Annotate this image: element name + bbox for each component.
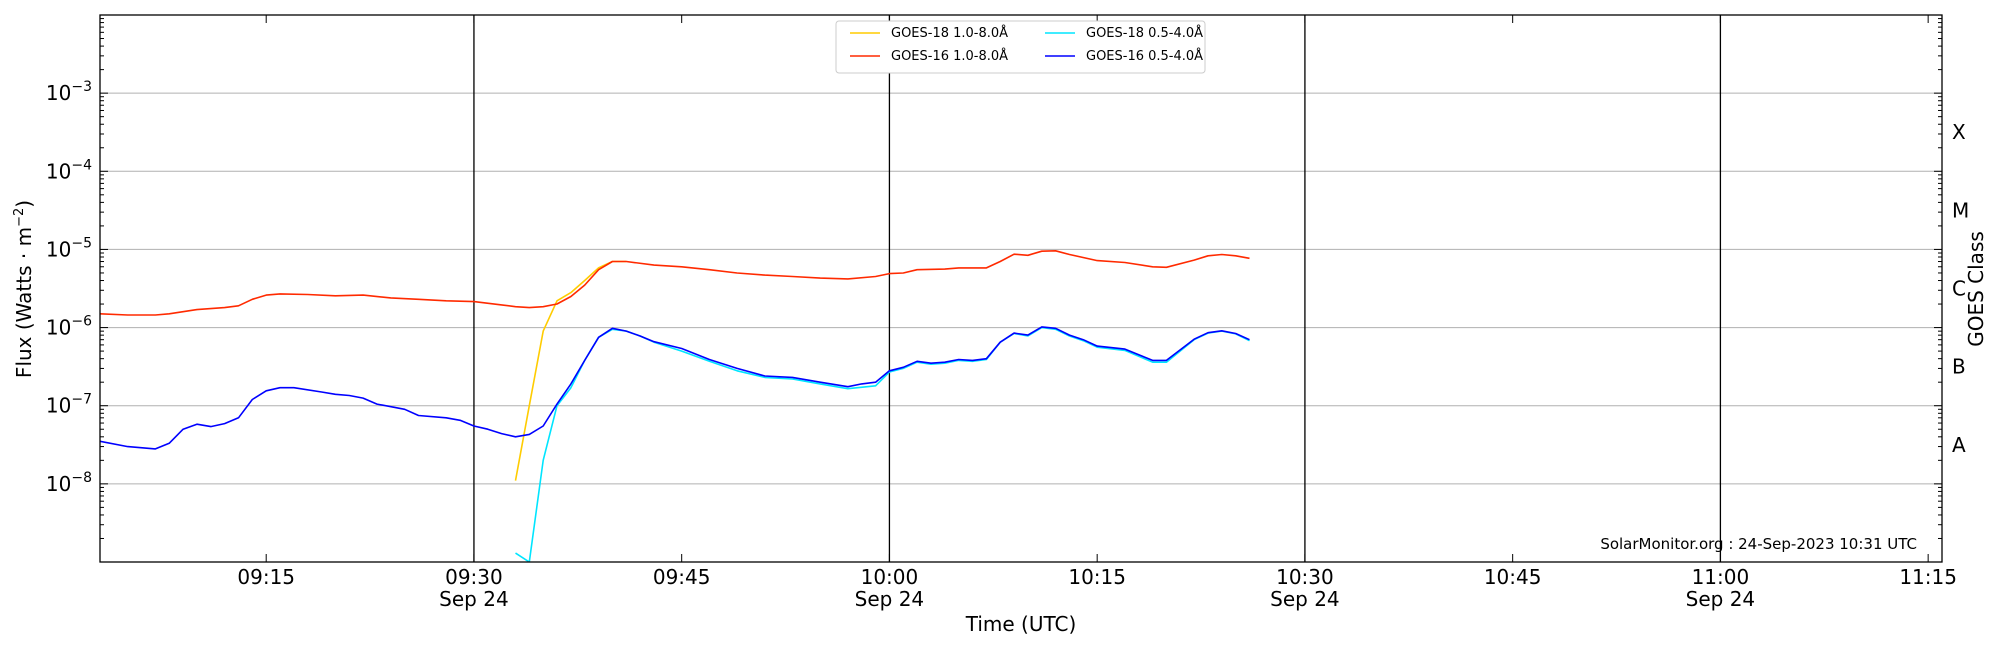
y-axis-title-end: ) — [12, 200, 36, 208]
y-tick-label: 10−8 — [46, 470, 92, 496]
grid-lines — [100, 92, 1942, 485]
goes-class-label: X — [1952, 120, 1966, 144]
y-axis-title-main: Flux (Watts · m — [12, 227, 36, 378]
x-tick-label: 09:45 — [653, 565, 711, 589]
x-tick-label: 11:15 — [1899, 565, 1957, 589]
legend-label: GOES-18 0.5-4.0Å — [1086, 25, 1203, 41]
x-tick-date-label: Sep 24 — [855, 587, 925, 611]
goes-class-label: B — [1952, 355, 1966, 379]
y-tick-label: 10−4 — [46, 157, 92, 183]
x-tick-label: 11:00 — [1692, 565, 1750, 589]
x-tick-date-label: Sep 24 — [1270, 587, 1340, 611]
x-tick-date-label: Sep 24 — [1686, 587, 1756, 611]
legend-label: GOES-16 1.0-8.0Å — [891, 48, 1008, 64]
flux-series — [100, 250, 1250, 562]
series-line-3 — [100, 250, 1250, 316]
legend-label: GOES-16 0.5-4.0Å — [1086, 48, 1203, 64]
x-axis-title: Time (UTC) — [965, 612, 1077, 636]
legend-box — [835, 20, 1206, 74]
series-line-4 — [100, 326, 1250, 450]
goes-class-label: A — [1952, 433, 1966, 457]
y-tick-label: 10−6 — [46, 314, 92, 340]
y-axis-title-exponent: −2 — [12, 208, 27, 227]
x-tick-label: 09:30 — [445, 565, 503, 589]
y-tick-label: 10−3 — [46, 79, 92, 105]
y-axis-title: Flux (Watts · m−2) — [12, 200, 36, 378]
axis-ticks — [100, 15, 1942, 563]
series-line-2 — [515, 326, 1250, 562]
legend: GOES-18 1.0-8.0Å GOES-16 1.0-8.0Å GOES-18 … — [835, 20, 1206, 74]
credit-text: SolarMonitor.org : 24-Sep-2023 10:31 UTC — [1600, 535, 1917, 553]
x-tick-date-label: Sep 24 — [439, 587, 509, 611]
x-tick-label: 10:15 — [1068, 565, 1126, 589]
goes-class-label: C — [1952, 277, 1966, 301]
legend-label: GOES-18 1.0-8.0Å — [891, 25, 1008, 41]
x-tick-label: 10:45 — [1484, 565, 1542, 589]
right-axis-title: GOES Class — [1964, 231, 1988, 347]
x-tick-label: 10:00 — [861, 565, 919, 589]
y-tick-label: 10−7 — [46, 392, 92, 418]
plot-frame — [99, 14, 1943, 563]
goes-class-label: M — [1952, 198, 1969, 222]
day-hour-vertical-lines — [473, 15, 1722, 562]
y-tick-label: 10−5 — [46, 235, 92, 261]
x-tick-label: 10:30 — [1276, 565, 1334, 589]
x-tick-label: 09:15 — [237, 565, 295, 589]
